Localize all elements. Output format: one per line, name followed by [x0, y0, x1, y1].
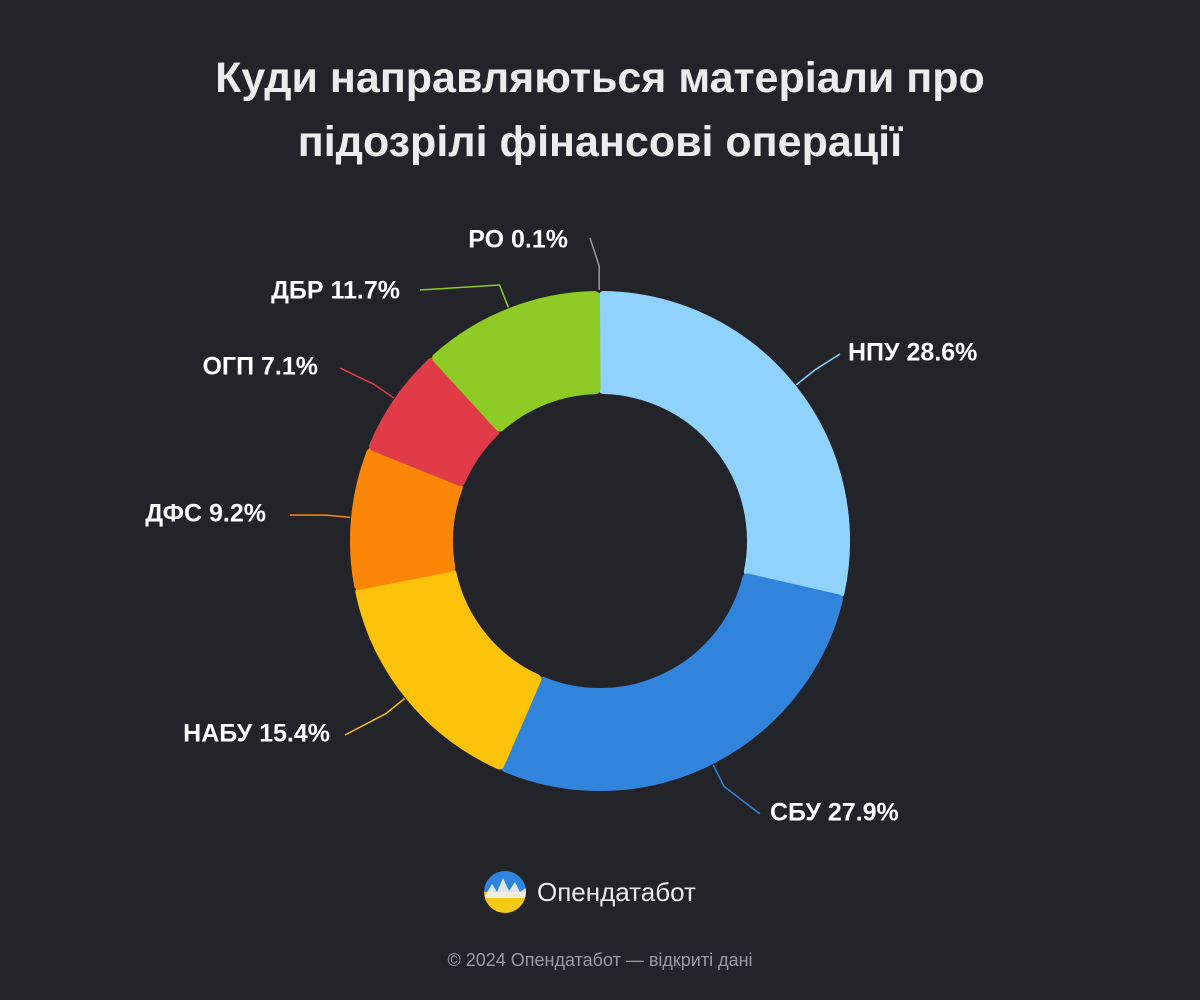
leader-line-2: [344, 697, 406, 736]
slice-4: [369, 357, 500, 486]
chart-title-line-1: Куди направляються матеріали про: [215, 54, 985, 102]
brand-name: Опендатабот: [537, 876, 696, 907]
slice-labels: НПУ 28.6% СБУ 27.9% НАБУ 15.4% ДФС 9.2% ОГП …: [145, 226, 977, 827]
slice-label-1: СБУ 27.9%: [770, 799, 899, 827]
slice-label-6: РО 0.1%: [468, 226, 568, 254]
leader-line-1: [712, 764, 761, 815]
slice-label-5: ДБР 11.7%: [271, 277, 400, 305]
chart-title: Куди направляються матеріали про підозрі…: [0, 46, 1200, 174]
leader-lines: [289, 237, 841, 815]
leader-line-3: [289, 514, 351, 519]
slice-label-3: ДФС 9.2%: [145, 500, 266, 528]
slice-label-0: НПУ 28.6%: [848, 339, 977, 367]
leader-line-0: [795, 353, 841, 386]
donut-slices: [350, 291, 850, 791]
slice-1: [500, 573, 843, 791]
slice-5: [432, 291, 601, 432]
slice-label-4: ОГП 7.1%: [202, 353, 318, 381]
leader-line-5: [419, 284, 510, 308]
slice-3: [350, 447, 463, 590]
slice-0: [598, 291, 850, 598]
slice-2: [355, 568, 542, 770]
footer-copyright: © 2024 Опендатабот — відкриті дані: [447, 950, 753, 970]
leader-line-4: [339, 367, 395, 399]
opendatabot-logo-icon: [484, 871, 526, 913]
chart-title-line-2: підозрілі фінансові операції: [297, 118, 903, 166]
slice-label-2: НАБУ 15.4%: [183, 720, 330, 748]
leader-line-6: [589, 237, 600, 291]
brand: Опендатабот: [483, 868, 696, 916]
